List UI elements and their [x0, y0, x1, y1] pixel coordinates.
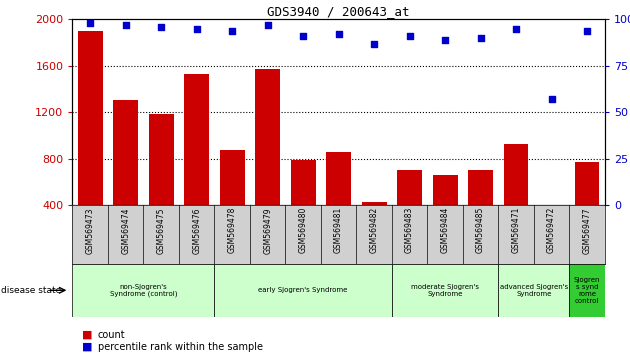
Point: [298, 33, 308, 39]
Bar: [255, 69, 280, 252]
Text: GSM569484: GSM569484: [440, 207, 450, 253]
Bar: [503, 144, 529, 252]
Bar: [468, 171, 493, 252]
Text: GSM569473: GSM569473: [86, 207, 94, 253]
Text: GSM569481: GSM569481: [334, 207, 343, 253]
Text: GSM569472: GSM569472: [547, 207, 556, 253]
Point: [227, 28, 237, 33]
Text: GSM569477: GSM569477: [583, 207, 592, 253]
Point: [582, 28, 592, 33]
Point: [546, 97, 557, 102]
Bar: [149, 114, 174, 252]
Text: ■: ■: [82, 330, 93, 339]
Text: non-Sjogren's
Syndrome (control): non-Sjogren's Syndrome (control): [110, 284, 177, 297]
Text: Sjogren
s synd
rome
control: Sjogren s synd rome control: [574, 277, 600, 304]
Text: GSM569483: GSM569483: [405, 207, 414, 253]
Bar: [77, 31, 103, 252]
Point: [263, 22, 273, 28]
Text: percentile rank within the sample: percentile rank within the sample: [98, 342, 263, 352]
Bar: [214, 264, 392, 317]
Bar: [397, 171, 422, 252]
Point: [369, 41, 379, 46]
Text: disease state: disease state: [1, 286, 61, 295]
Bar: [575, 162, 600, 252]
Text: ■: ■: [82, 342, 93, 352]
Text: GSM569485: GSM569485: [476, 207, 485, 253]
Bar: [184, 74, 209, 252]
Text: moderate Sjogren's
Syndrome: moderate Sjogren's Syndrome: [411, 284, 479, 297]
Bar: [113, 99, 138, 252]
Text: GSM569479: GSM569479: [263, 207, 272, 253]
Point: [440, 37, 450, 43]
Text: early Sjogren's Syndrome: early Sjogren's Syndrome: [258, 287, 348, 293]
Point: [476, 35, 486, 41]
Point: [156, 24, 166, 30]
Bar: [498, 264, 570, 317]
Bar: [326, 152, 351, 252]
Text: GSM569480: GSM569480: [299, 207, 307, 253]
Text: GSM569475: GSM569475: [157, 207, 166, 253]
Bar: [433, 175, 457, 252]
Bar: [392, 264, 498, 317]
Point: [511, 26, 521, 32]
Point: [404, 33, 415, 39]
Text: GSM569482: GSM569482: [370, 207, 379, 253]
Text: GSM569476: GSM569476: [192, 207, 201, 253]
Text: GSM569471: GSM569471: [512, 207, 520, 253]
Point: [333, 32, 343, 37]
Title: GDS3940 / 200643_at: GDS3940 / 200643_at: [267, 5, 410, 18]
Text: count: count: [98, 330, 125, 339]
Bar: [362, 202, 387, 252]
Bar: [290, 160, 316, 252]
Bar: [570, 264, 605, 317]
Point: [85, 20, 95, 26]
Bar: [220, 149, 244, 252]
Bar: [72, 264, 214, 317]
Text: GSM569478: GSM569478: [227, 207, 237, 253]
Point: [120, 22, 131, 28]
Text: advanced Sjogren's
Syndrome: advanced Sjogren's Syndrome: [500, 284, 568, 297]
Point: [192, 26, 202, 32]
Bar: [539, 206, 564, 252]
Text: GSM569474: GSM569474: [121, 207, 130, 253]
